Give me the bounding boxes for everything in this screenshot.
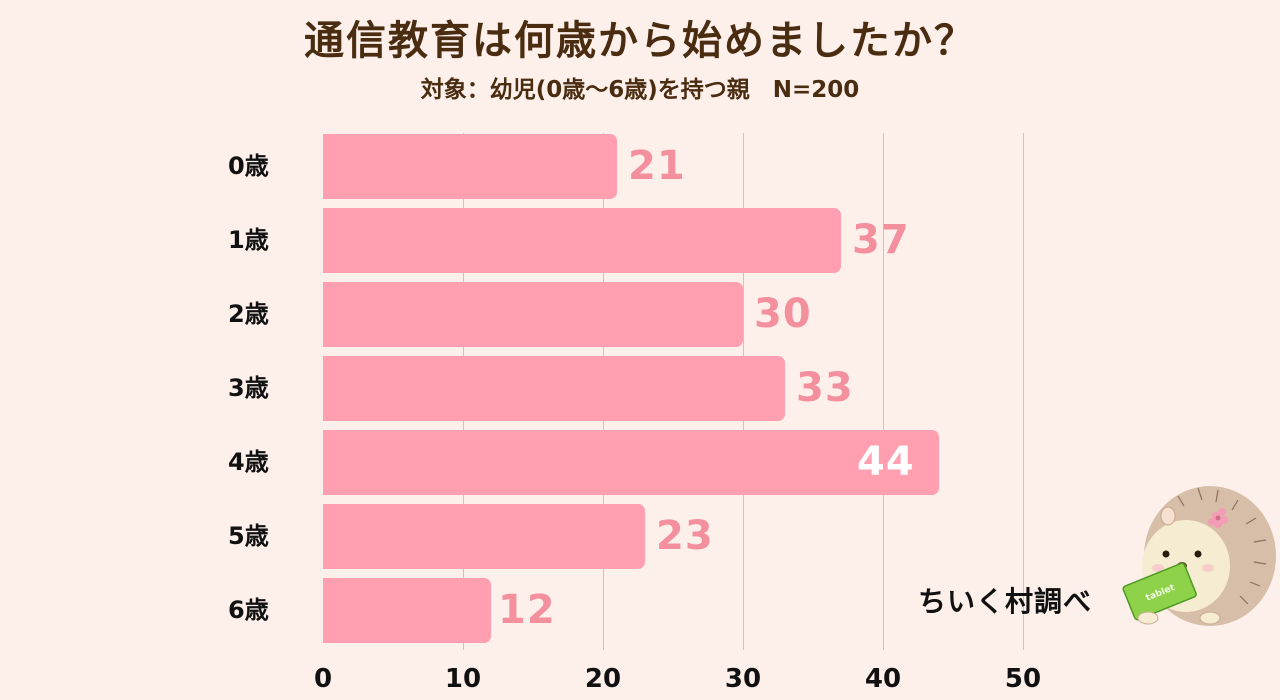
category-label: 2歳 <box>228 300 269 328</box>
value-label: 37 <box>852 217 910 263</box>
x-tick: 10 <box>444 664 482 694</box>
bar-age-4 <box>323 430 939 495</box>
x-tick: 30 <box>724 664 762 694</box>
bar-age-6 <box>323 578 491 643</box>
chart-subtitle: 対象：幼児(0歳～6歳)を持つ親 N=200 <box>420 77 860 103</box>
bar-age-1 <box>323 208 841 273</box>
x-tick: 0 <box>313 664 333 694</box>
value-label: 12 <box>498 587 556 633</box>
value-label: 33 <box>796 365 854 411</box>
category-label: 4歳 <box>228 448 269 476</box>
gridline-40 <box>883 133 884 650</box>
source-credit: ちいく村調べ <box>918 585 1093 618</box>
category-label: 0歳 <box>228 152 269 180</box>
hedgehog-mascot-icon: tablet <box>1122 486 1276 626</box>
category-label: 3歳 <box>228 374 269 402</box>
bar-age-5 <box>323 504 645 569</box>
x-tick: 20 <box>584 664 622 694</box>
gridline-50 <box>1023 133 1024 650</box>
x-tick: 50 <box>1004 664 1042 694</box>
value-label: 44 <box>857 439 915 485</box>
bar-age-0 <box>323 134 617 199</box>
category-label: 1歳 <box>228 226 269 254</box>
bar-age-2 <box>323 282 743 347</box>
category-label: 6歳 <box>228 596 269 624</box>
x-tick: 40 <box>864 664 902 694</box>
value-label: 21 <box>628 143 686 189</box>
value-label: 23 <box>656 513 714 559</box>
bar-age-3 <box>323 356 785 421</box>
value-label: 30 <box>754 291 812 337</box>
chart-title: 通信教育は何歳から始めましたか？ <box>304 18 976 64</box>
category-label: 5歳 <box>228 522 269 550</box>
